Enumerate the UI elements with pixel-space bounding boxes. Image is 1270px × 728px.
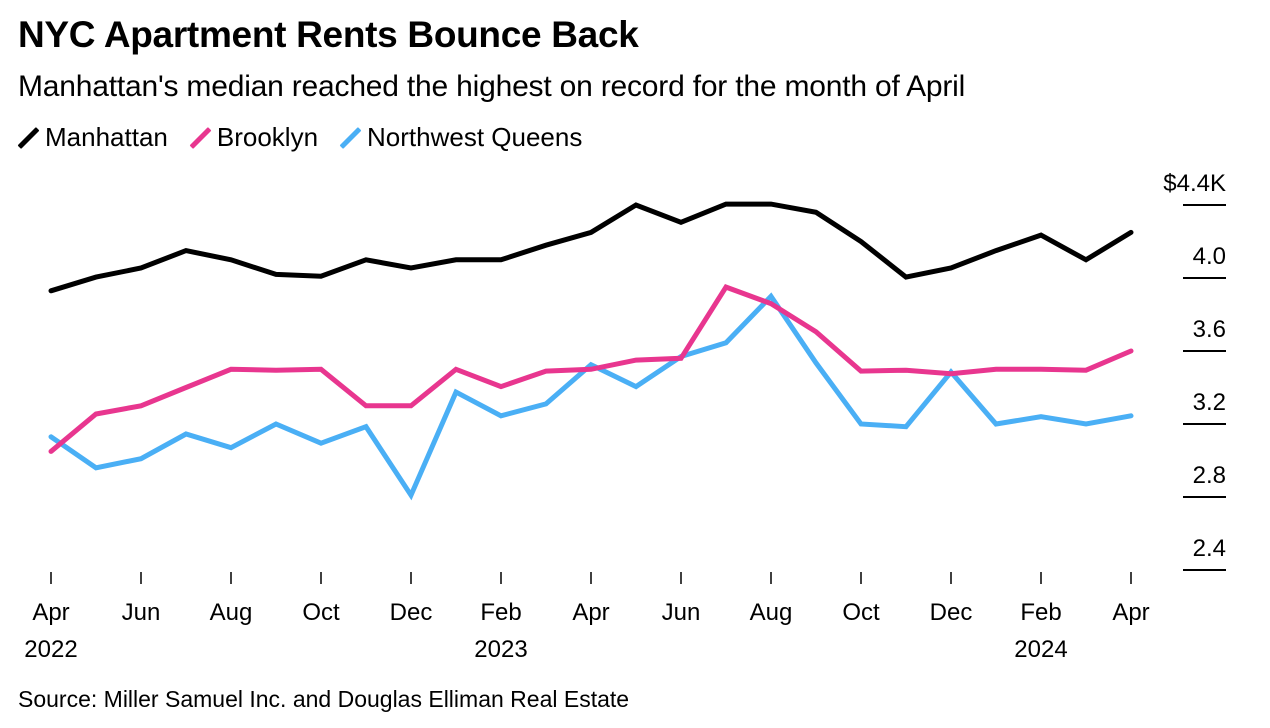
x-tick-label: Feb: [1020, 599, 1061, 626]
series-line-brooklyn: [48, 284, 1134, 454]
series-layer: [48, 201, 1134, 501]
series-line-northwest-queens: [48, 292, 1134, 501]
x-tick-label: Dec: [930, 599, 973, 626]
legend-item-northwest-queens: Northwest Queens: [339, 122, 583, 153]
x-tick-label: Jun: [122, 599, 161, 626]
x-tick-label: Feb: [480, 599, 521, 626]
series-line-manhattan: [48, 201, 1134, 294]
y-tick-label: 4.0: [1193, 243, 1226, 270]
legend-item-manhattan: Manhattan: [17, 122, 168, 153]
x-year-label: 2023: [474, 636, 527, 663]
y-axis: $4.4K 4.0 3.6 3.2 2.8 2.4: [1163, 170, 1226, 571]
legend-item-brooklyn: Brooklyn: [189, 122, 319, 153]
x-axis: Apr 2022 Jun Aug Oct Dec Feb 2023 Apr Jun Aug Oct De…: [24, 572, 1150, 663]
chart-subtitle: Manhattan's median reached the highest o…: [18, 70, 966, 103]
y-tick-label: 2.4: [1193, 535, 1226, 562]
y-tick-label: 2.8: [1193, 462, 1226, 489]
y-tick-label: 3.6: [1193, 316, 1226, 343]
chart-title: NYC Apartment Rents Bounce Back: [18, 14, 639, 55]
x-tick-label: Apr: [1112, 599, 1149, 626]
x-year-label: 2024: [1014, 636, 1067, 663]
x-tick-label: Jun: [662, 599, 701, 626]
x-tick-label: Oct: [302, 599, 340, 626]
x-tick-label: Aug: [750, 599, 793, 626]
legend: Manhattan Brooklyn Northwest Queens: [17, 122, 604, 153]
legend-label-manhattan: Manhattan: [45, 122, 168, 152]
x-tick-label: Dec: [390, 599, 433, 626]
x-year-label: 2022: [24, 636, 77, 663]
x-tick-label: Apr: [32, 599, 69, 626]
y-tick-label: $4.4K: [1163, 170, 1226, 197]
source-note: Source: Miller Samuel Inc. and Douglas E…: [18, 686, 630, 712]
x-tick-label: Oct: [842, 599, 880, 626]
x-tick-label: Aug: [210, 599, 253, 626]
legend-label-northwest-queens: Northwest Queens: [367, 122, 583, 152]
x-tick-label: Apr: [572, 599, 609, 626]
legend-label-brooklyn: Brooklyn: [216, 122, 319, 152]
y-tick-label: 3.2: [1193, 389, 1226, 416]
